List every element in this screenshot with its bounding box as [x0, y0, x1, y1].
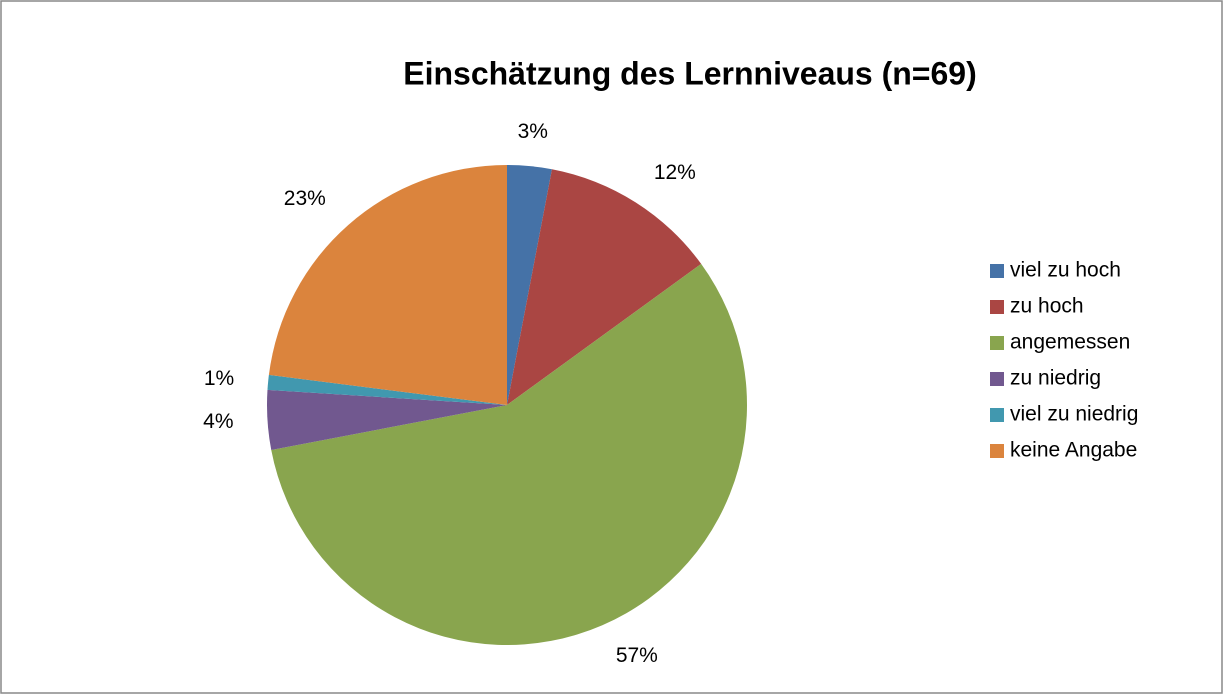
pie-slice: [271, 263, 748, 645]
data-label: 4%: [203, 410, 233, 433]
pie-slice: [267, 374, 507, 405]
legend-label: viel zu niedrig: [1010, 403, 1138, 426]
pie-slice: [268, 165, 507, 405]
pie-slice: [507, 165, 552, 405]
legend-swatch: [990, 408, 1004, 422]
legend-swatch: [990, 444, 1004, 458]
chart-title: Einschätzung des Lernniveaus (n=69): [403, 55, 976, 91]
legend-swatch: [990, 300, 1004, 314]
data-label: 3%: [518, 120, 548, 143]
data-label: 23%: [284, 187, 326, 210]
legend-label: zu niedrig: [1010, 367, 1101, 390]
legend-label: angemessen: [1010, 331, 1130, 354]
data-label: 1%: [204, 367, 234, 390]
legend-label: viel zu hoch: [1010, 259, 1121, 282]
legend-swatch: [990, 372, 1004, 386]
data-label: 12%: [654, 161, 696, 184]
data-label: 57%: [616, 644, 658, 667]
pie-slice: [507, 169, 702, 405]
legend-swatch: [990, 264, 1004, 278]
legend-label: zu hoch: [1010, 295, 1084, 318]
legend-label: keine Angabe: [1010, 439, 1137, 462]
legend-swatch: [990, 336, 1004, 350]
pie-slice: [267, 389, 507, 450]
